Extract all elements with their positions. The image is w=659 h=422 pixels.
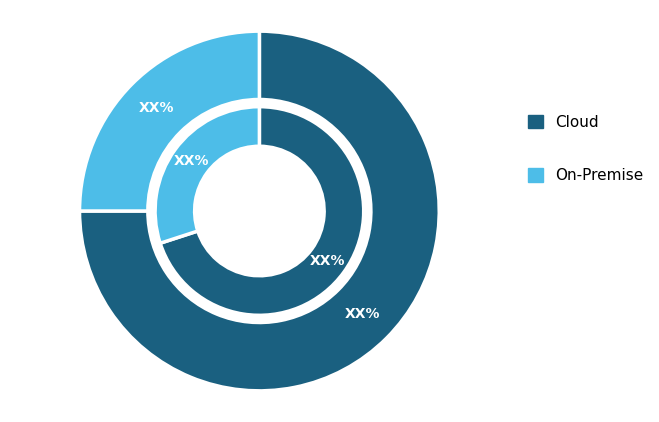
Text: XX%: XX% xyxy=(173,154,209,168)
Wedge shape xyxy=(160,107,364,315)
Wedge shape xyxy=(80,31,440,391)
Wedge shape xyxy=(155,107,260,243)
Text: XX%: XX% xyxy=(138,101,174,115)
Wedge shape xyxy=(80,31,260,211)
Legend: Cloud, On-Premise: Cloud, On-Premise xyxy=(521,109,650,189)
Text: XX%: XX% xyxy=(345,307,380,321)
Text: XX%: XX% xyxy=(310,254,345,268)
